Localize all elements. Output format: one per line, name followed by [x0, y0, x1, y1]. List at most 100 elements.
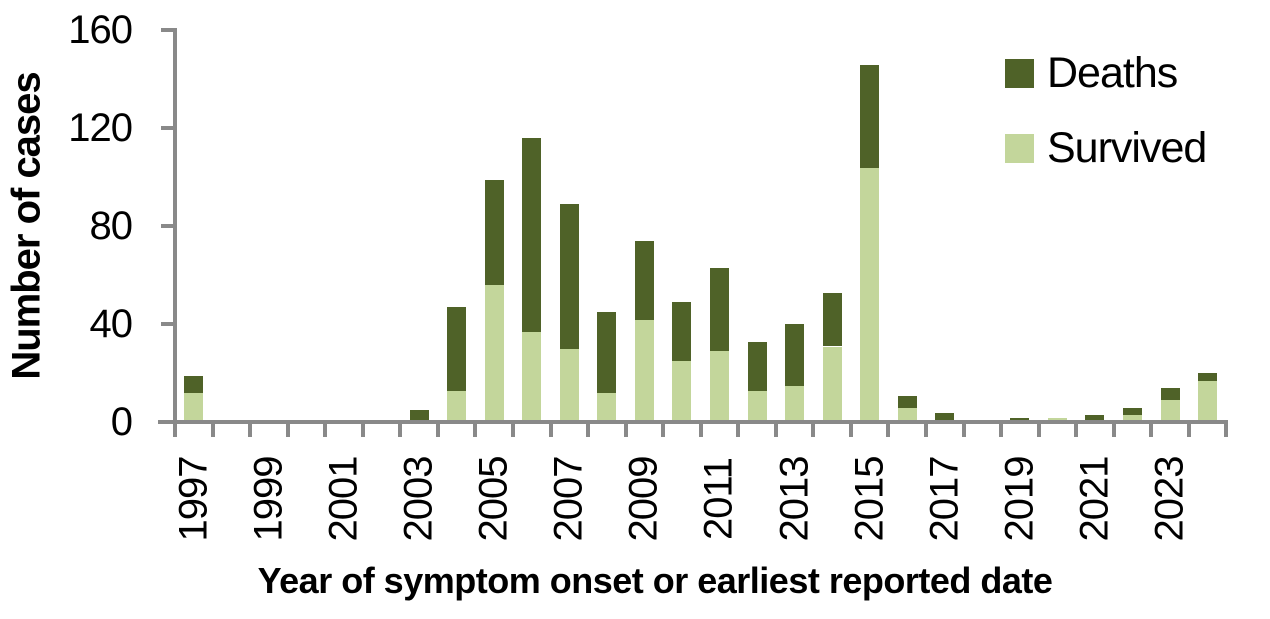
- bar-deaths-2004: [447, 307, 467, 391]
- bar-survived-2004: [447, 390, 467, 420]
- x-tick-mark: [1036, 423, 1041, 437]
- x-tick-mark: [323, 423, 328, 437]
- x-tick-mark: [924, 423, 928, 437]
- bar-survived-2005: [484, 285, 504, 420]
- x-tick-mark: [248, 423, 253, 437]
- x-tick-label: 2019: [997, 456, 1042, 542]
- bar-deaths-2007: [559, 204, 579, 349]
- bar-deaths-2010: [672, 302, 692, 362]
- x-tick-mark: [811, 423, 816, 437]
- bar-deaths-2012: [747, 341, 767, 391]
- x-tick-mark: [435, 423, 440, 437]
- y-tick-label: 0: [110, 399, 133, 444]
- y-axis-line: [173, 27, 177, 424]
- x-tick-mark: [848, 423, 853, 437]
- x-tick-label: 2013: [772, 456, 817, 542]
- x-tick-label: 2007: [546, 456, 591, 542]
- bar-deaths-2022: [1123, 407, 1143, 416]
- y-tick-mark: [161, 27, 173, 32]
- x-tick-label: 2011: [696, 457, 741, 541]
- bar-survived-2013: [785, 385, 805, 420]
- x-tick-mark: [548, 423, 553, 437]
- x-tick-label: 1999: [246, 456, 291, 542]
- x-tick-mark: [1186, 423, 1191, 437]
- bar-deaths-2011: [709, 268, 729, 352]
- bar-deaths-2003: [409, 410, 429, 420]
- y-tick-mark: [161, 223, 173, 228]
- bar-deaths-1997: [184, 375, 204, 394]
- bar-survived-2014: [822, 346, 842, 420]
- x-tick-mark: [586, 423, 591, 437]
- x-tick-mark: [961, 423, 966, 437]
- x-axis-line: [158, 419, 1229, 424]
- x-tick-mark: [999, 423, 1004, 437]
- x-tick-mark: [1111, 423, 1116, 437]
- x-tick-label: 2001: [321, 456, 366, 542]
- y-tick-mark: [161, 321, 173, 326]
- y-tick-label: 120: [68, 105, 133, 150]
- x-tick-mark: [773, 423, 778, 437]
- bar-survived-2024: [1198, 380, 1218, 420]
- bar-survived-2010: [672, 361, 692, 420]
- bar-deaths-2021: [1085, 415, 1105, 420]
- x-tick-mark: [473, 423, 478, 437]
- bar-survived-2011: [709, 351, 729, 420]
- x-tick-mark: [1224, 423, 1229, 437]
- bar-deaths-2015: [860, 64, 880, 168]
- x-tick-label: 2003: [396, 456, 441, 542]
- bar-deaths-2013: [785, 324, 805, 386]
- y-tick-mark: [161, 125, 173, 130]
- x-tick-mark: [398, 423, 403, 437]
- legend-item-survived: Survived: [1005, 123, 1207, 172]
- x-tick-mark: [360, 423, 365, 437]
- x-axis-title: Year of symptom onset or earliest report…: [257, 560, 1053, 601]
- deaths-color-swatch: [1005, 58, 1034, 88]
- bar-survived-2016: [897, 407, 917, 420]
- x-tick-label: 2021: [1072, 456, 1117, 542]
- x-tick-mark: [623, 423, 628, 437]
- bar-deaths-2009: [634, 241, 654, 320]
- legend-item-deaths: Deaths: [1005, 49, 1206, 97]
- survived-color-swatch: [1005, 133, 1034, 163]
- bar-deaths-2005: [484, 179, 504, 286]
- y-tick-label: 80: [89, 203, 134, 248]
- x-tick-mark: [698, 423, 703, 437]
- x-tick-label: 2023: [1147, 456, 1192, 542]
- bar-survived-1997: [184, 393, 204, 420]
- bar-survived-2007: [559, 348, 579, 420]
- bar-deaths-2024: [1198, 373, 1218, 381]
- bar-survived-2009: [634, 319, 654, 420]
- bar-deaths-2019: [1010, 417, 1030, 420]
- x-tick-mark: [285, 423, 290, 437]
- x-tick-label: 2005: [471, 456, 516, 542]
- bar-survived-2008: [597, 393, 617, 420]
- x-tick-mark: [1074, 423, 1079, 437]
- bar-survived-2020: [1047, 417, 1067, 420]
- bar-survived-2023: [1160, 400, 1180, 420]
- x-tick-mark: [886, 423, 891, 437]
- bar-deaths-2014: [822, 292, 842, 347]
- bar-deaths-2023: [1160, 388, 1180, 401]
- x-tick-mark: [173, 423, 177, 437]
- bar-deaths-2016: [897, 395, 917, 408]
- bar-survived-2012: [747, 390, 767, 420]
- x-tick-label: 2017: [922, 456, 967, 542]
- y-tick-label: 160: [68, 7, 133, 52]
- bar-deaths-2006: [522, 138, 542, 332]
- x-tick-mark: [1149, 423, 1154, 437]
- x-tick-mark: [661, 423, 666, 437]
- x-tick-label: 2009: [621, 456, 666, 542]
- bar-survived-2006: [522, 331, 542, 420]
- legend: Deaths Survived: [1005, 49, 1207, 199]
- bar-deaths-2008: [597, 312, 617, 394]
- x-tick-mark: [210, 423, 215, 437]
- y-tick-label: 40: [89, 301, 134, 346]
- x-tick-mark: [736, 423, 741, 437]
- bar-survived-2015: [860, 167, 880, 420]
- legend-label-survived: Survived: [1047, 123, 1207, 172]
- x-tick-label: 1997: [171, 456, 216, 542]
- bar-survived-2022: [1123, 415, 1143, 420]
- x-tick-mark: [510, 423, 515, 437]
- x-tick-label: 2015: [847, 456, 892, 542]
